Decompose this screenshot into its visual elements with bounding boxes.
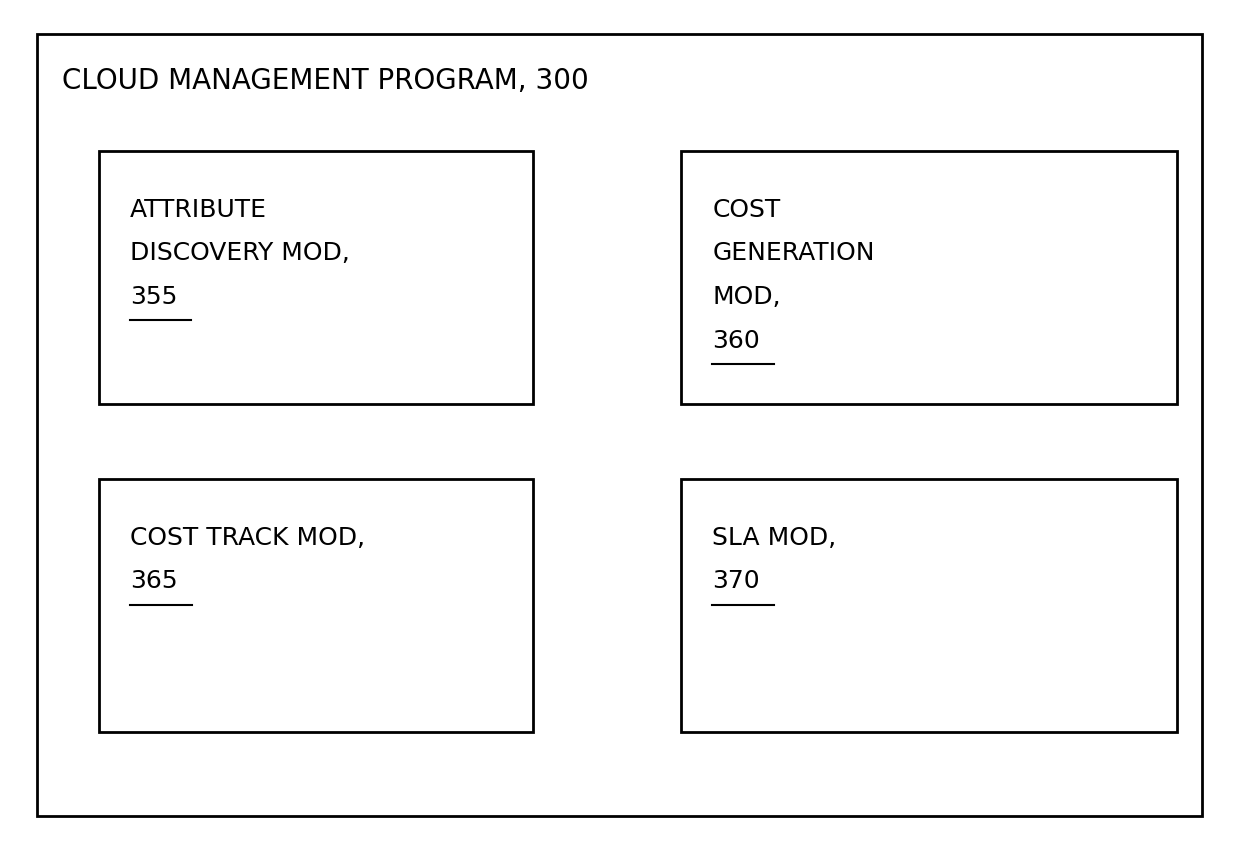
FancyBboxPatch shape <box>37 34 1202 816</box>
Text: ATTRIBUTE: ATTRIBUTE <box>130 198 268 222</box>
Text: 365: 365 <box>130 569 177 594</box>
FancyBboxPatch shape <box>681 151 1177 404</box>
Text: GENERATION: GENERATION <box>712 241 875 266</box>
Text: 370: 370 <box>712 569 760 594</box>
Text: COST TRACK MOD,: COST TRACK MOD, <box>130 526 366 550</box>
Text: 355: 355 <box>130 285 177 309</box>
Text: CLOUD MANAGEMENT PROGRAM, 300: CLOUD MANAGEMENT PROGRAM, 300 <box>62 67 589 95</box>
Text: MOD,: MOD, <box>712 285 781 309</box>
Text: DISCOVERY MOD,: DISCOVERY MOD, <box>130 241 349 266</box>
Text: 360: 360 <box>712 329 761 353</box>
FancyBboxPatch shape <box>99 151 533 404</box>
Text: SLA MOD,: SLA MOD, <box>712 526 836 550</box>
FancyBboxPatch shape <box>681 479 1177 732</box>
Text: COST: COST <box>712 198 781 222</box>
FancyBboxPatch shape <box>99 479 533 732</box>
